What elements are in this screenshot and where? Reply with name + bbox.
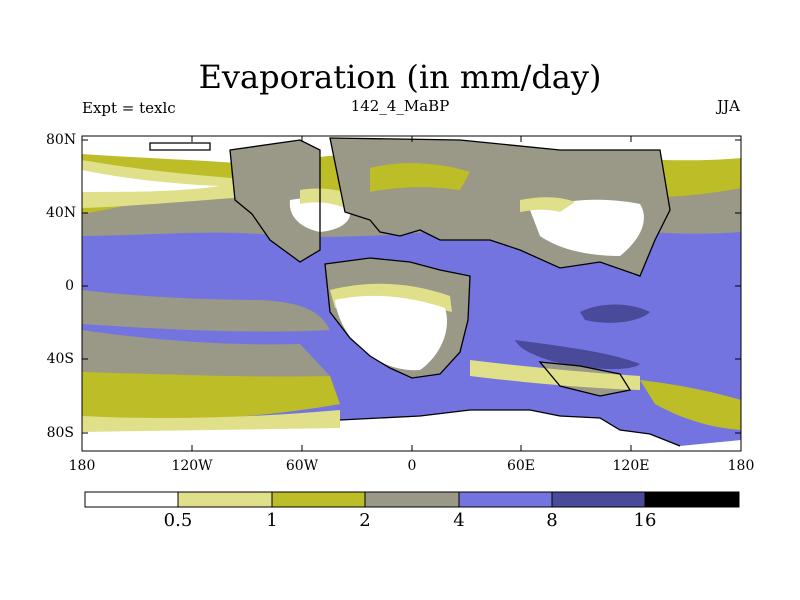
colorbar-label-4: 4 <box>453 510 465 531</box>
colorbar-label-16: 16 <box>633 510 657 531</box>
colorbar <box>84 491 740 508</box>
lon-label-0: 0 <box>407 458 417 474</box>
lat-label-80s: 80S <box>46 425 74 441</box>
lon-label-60w: 60W <box>285 458 319 474</box>
lon-label-180e: 180 <box>727 458 755 474</box>
lat-ticks <box>82 139 741 434</box>
colorbar-box-3 <box>364 491 460 508</box>
colorbar-box-1 <box>177 491 273 508</box>
colorbar-label-8: 8 <box>546 510 558 531</box>
experiment-label: Expt = texlc <box>82 99 176 117</box>
colorbar-box-6 <box>644 491 740 508</box>
colorbar-label-0-5: 0.5 <box>163 510 193 531</box>
colorbar-box-4 <box>458 491 553 508</box>
colorbar-label-1: 1 <box>266 510 278 531</box>
lon-label-60e: 60E <box>506 458 536 474</box>
map-title: Evaporation (in mm/day) <box>198 58 602 96</box>
lon-label-120e: 120E <box>612 458 650 474</box>
colorbar-box-0 <box>84 491 179 508</box>
colorbar-label-2: 2 <box>359 510 371 531</box>
lat-label-0: 0 <box>65 278 74 294</box>
colorbar-box-2 <box>271 491 366 508</box>
lon-ticks <box>81 136 742 451</box>
lon-label-180w: 180 <box>68 458 96 474</box>
evaporation-field <box>82 136 741 451</box>
time-label: 142_4_MaBP <box>350 97 450 115</box>
lat-label-40n: 40N <box>46 205 77 221</box>
season-label: JJA <box>717 97 740 115</box>
colorbar-box-5 <box>551 491 646 508</box>
lon-label-120w: 120W <box>171 458 213 474</box>
lat-label-40s: 40S <box>46 351 74 367</box>
lat-label-80n: 80N <box>46 132 77 148</box>
